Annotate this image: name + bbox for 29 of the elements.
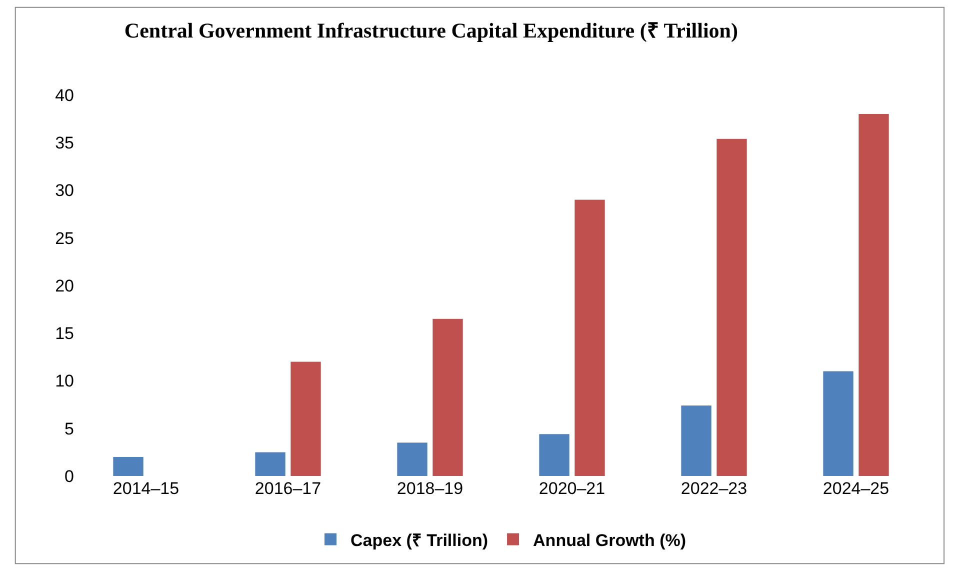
bar (574, 200, 605, 476)
y-tick-label: 20 (55, 276, 74, 296)
y-tick-label: 10 (55, 372, 74, 391)
chart-title: Central Government Infrastructure Capital Expenditure (₹ Trillion) (124, 18, 738, 43)
bar (716, 138, 747, 476)
y-tick-label: 5 (64, 419, 74, 438)
bar (113, 456, 144, 476)
y-tick-label: 25 (55, 228, 74, 248)
x-tick-label: 2018–19 (396, 479, 464, 498)
x-tick-label: 2022–23 (680, 479, 748, 498)
x-tick-label: 2024–25 (822, 479, 890, 498)
bar (255, 452, 286, 476)
legend-label: Annual Growth (%) (533, 530, 686, 550)
legend-label: Capex (₹ Trillion) (350, 530, 488, 550)
bar (397, 442, 428, 476)
bar (539, 434, 570, 476)
y-tick-label: 35 (55, 134, 74, 153)
bar (823, 371, 854, 476)
y-tick-label: 15 (55, 324, 74, 344)
bar (681, 406, 712, 476)
x-tick-label: 2020–21 (538, 479, 606, 498)
y-tick-label: 40 (55, 86, 74, 105)
y-tick-label: 30 (55, 181, 74, 200)
bar (290, 362, 321, 476)
bar (432, 318, 463, 476)
x-tick-label: 2016–17 (254, 479, 322, 498)
y-tick-label: 0 (64, 466, 74, 486)
bar (858, 114, 889, 476)
x-tick-label: 2014–15 (112, 479, 180, 498)
